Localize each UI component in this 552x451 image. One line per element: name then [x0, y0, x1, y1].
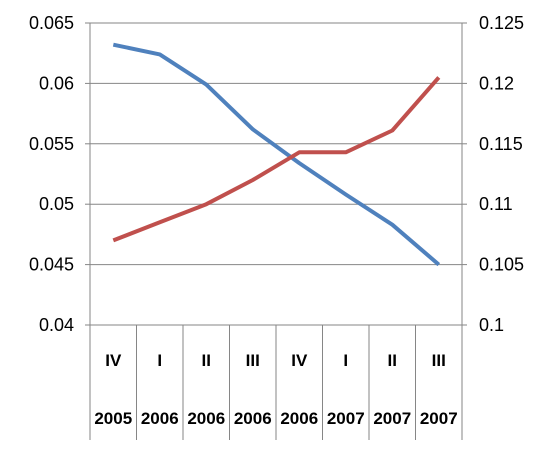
category-quarter-label: IV [291, 351, 308, 370]
category-axis: IV 2005 I 2006 II 2006 III 2006 IV 2006 I 2007 II 200… [94, 325, 458, 440]
category-quarter-label: I [343, 351, 348, 370]
category-year-label: 2005 [94, 409, 132, 428]
category-year-label: 2006 [280, 409, 318, 428]
right-tick-label: 0.115 [479, 134, 523, 154]
left-tick-label: 0.045 [29, 255, 74, 275]
right-tick-label: 0.125 [479, 13, 524, 33]
series-lines [112, 42, 441, 267]
series-line-2 [112, 76, 441, 243]
category-quarter-label: II [388, 351, 397, 370]
category-quarter-label: III [432, 351, 446, 370]
category-year-label: 2006 [141, 409, 179, 428]
category-quarter-label: III [246, 351, 260, 370]
category-year-label: 2007 [420, 409, 458, 428]
category-year-label: 2006 [187, 409, 225, 428]
left-axis-ticks: 0.04 0.045 0.05 0.055 0.06 0.065 [29, 13, 74, 335]
left-tick-label: 0.06 [39, 73, 74, 93]
category-year-label: 2007 [373, 409, 411, 428]
category-year-label: 2006 [234, 409, 272, 428]
axes [85, 22, 467, 440]
right-tick-label: 0.105 [479, 255, 524, 275]
right-tick-label: 0.12 [479, 73, 514, 93]
right-tick-label: 0.11 [479, 194, 513, 214]
left-tick-label: 0.065 [29, 13, 74, 33]
category-quarter-label: I [157, 351, 162, 370]
category-quarter-label: II [202, 351, 211, 370]
left-tick-label: 0.04 [39, 315, 74, 335]
right-tick-label: 0.1 [479, 315, 504, 335]
left-tick-label: 0.05 [39, 194, 74, 214]
series-line-1 [112, 42, 441, 267]
category-year-label: 2007 [327, 409, 365, 428]
left-tick-label: 0.055 [29, 134, 74, 154]
category-quarter-label: IV [105, 351, 122, 370]
right-axis-ticks: 0.1 0.105 0.11 0.115 0.12 0.125 [479, 13, 524, 335]
gridlines [90, 22, 462, 326]
